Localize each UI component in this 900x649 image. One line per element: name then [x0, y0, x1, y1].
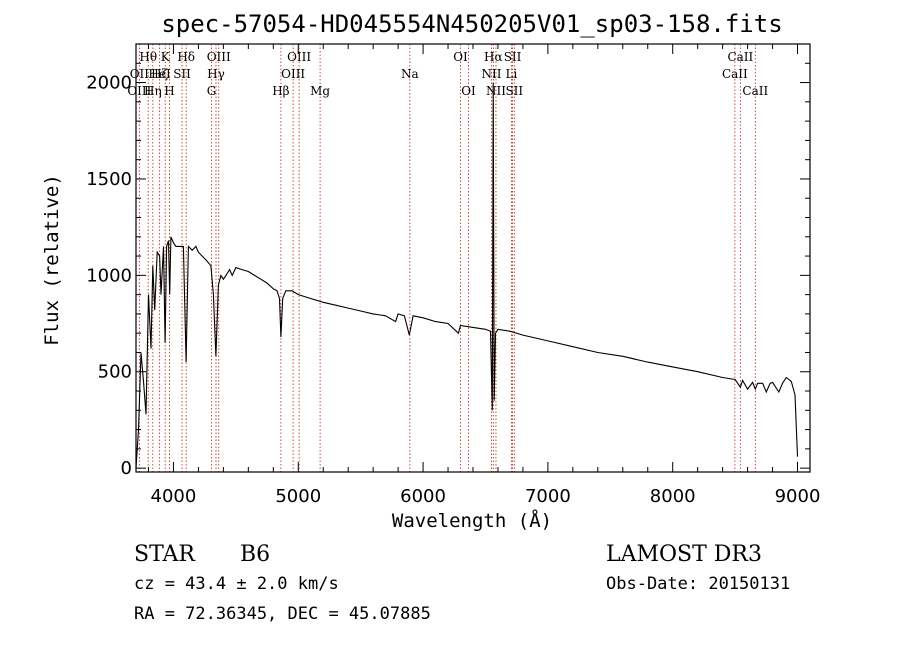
line-label-hδ: Hδ — [177, 50, 195, 64]
y-tick-label: 2000 — [86, 73, 132, 94]
line-label-hγ: Hγ — [207, 67, 225, 81]
obs-date: Obs-Date: 20150131 — [606, 574, 790, 594]
line-label-hα: Hα — [484, 50, 503, 64]
x-axis-label: Wavelength (Å) — [392, 509, 552, 532]
line-label-oiii: OIII — [287, 50, 311, 64]
line-label-nii: NII — [486, 84, 506, 98]
line-label-caii: CaII — [727, 50, 753, 64]
line-label-g: G — [207, 84, 217, 98]
line-label-hei: HeI — [148, 67, 171, 81]
line-label-h: H — [164, 84, 174, 98]
y-tick-label: 1500 — [86, 169, 132, 190]
y-axis-label: Flux (relative) — [41, 174, 63, 346]
x-tick-label: 9000 — [775, 486, 821, 507]
line-label-oii: OII — [130, 67, 150, 81]
line-label-sii: SII — [173, 67, 191, 81]
y-axis-ticks: 0 500 1000 1500 2000 — [86, 62, 810, 479]
y-tick-label: 0 — [121, 458, 132, 479]
chart-title: spec-57054-HD045554N450205V01_sp03-158.f… — [161, 10, 782, 38]
y-tick-label: 500 — [98, 362, 132, 383]
emission-line-markers — [138, 44, 756, 472]
plot-frame — [135, 43, 811, 473]
line-label-hβ: Hβ — [272, 84, 289, 98]
line-label-k: K — [161, 50, 171, 64]
x-tick-label: 7000 — [525, 486, 571, 507]
line-label-sii: SII — [504, 50, 522, 64]
y-tick-label: 1000 — [86, 265, 132, 286]
line-label-oi: OI — [453, 50, 468, 64]
x-tick-label: 4000 — [151, 486, 197, 507]
line-label-oiii: OIII — [207, 50, 231, 64]
spectrum-line — [135, 82, 799, 469]
line-label-caii: CaII — [742, 84, 768, 98]
line-label-mg: Mg — [310, 84, 330, 98]
line-label-na: Na — [401, 67, 419, 81]
x-tick-label: 8000 — [650, 486, 696, 507]
line-label-oiii: OIII — [281, 67, 305, 81]
line-label-oi: OI — [461, 84, 476, 98]
line-label-hζ: Hζ — [151, 67, 168, 81]
line-label-hη: Hη — [144, 84, 162, 98]
object-subclass: B6 — [240, 542, 270, 567]
x-axis-ticks: 4000 5000 6000 7000 8000 9000 — [147, 44, 821, 507]
object-class: STAR — [134, 542, 196, 567]
x-tick-label: 6000 — [400, 486, 446, 507]
line-label-li: Li — [506, 67, 518, 81]
survey-name: LAMOST DR3 — [606, 542, 762, 567]
line-label-oiii: OIII — [127, 84, 151, 98]
redshift-cz: cz = 43.4 ± 2.0 km/s — [134, 574, 339, 594]
line-label-caii: CaII — [722, 67, 748, 81]
line-label-hθ: Hθ — [139, 50, 157, 64]
x-tick-label: 5000 — [275, 486, 321, 507]
line-label-sii: SII — [505, 84, 523, 98]
ra-dec: RA = 72.36345, DEC = 45.07885 — [134, 604, 431, 624]
line-label-nii: NII — [481, 67, 501, 81]
